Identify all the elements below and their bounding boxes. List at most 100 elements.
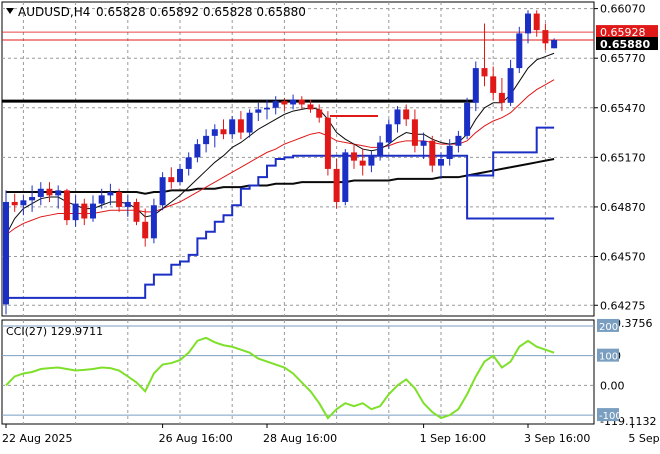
- cci-level-label: 200: [599, 322, 618, 333]
- candle-body: [264, 107, 270, 110]
- candle-body: [403, 109, 410, 120]
- candle: [533, 10, 540, 37]
- candle: [116, 188, 123, 212]
- candle-body: [20, 200, 27, 206]
- candle: [107, 183, 114, 206]
- candle-body: [255, 109, 262, 113]
- cci-panel-frame: [1, 319, 595, 425]
- candle: [394, 106, 401, 133]
- candle-body: [455, 135, 462, 146]
- time-tick-label: 22 Aug 2025: [2, 432, 72, 445]
- candle-body: [55, 190, 62, 196]
- support-step-line: [6, 154, 555, 299]
- candle: [290, 94, 297, 110]
- candle-body: [516, 33, 523, 69]
- time-tick-label: 1 Sep 16:00: [420, 432, 486, 445]
- candle-body: [150, 205, 157, 239]
- cci-level-badge: [597, 318, 619, 332]
- candle: [429, 135, 436, 173]
- time-tick-label: 3 Sep 16:00: [524, 432, 590, 445]
- candle: [525, 10, 531, 44]
- candle-body: [551, 40, 558, 49]
- candle-body: [11, 201, 18, 206]
- candle-body: [37, 188, 44, 198]
- candle-body: [29, 197, 36, 201]
- candle-body: [490, 76, 497, 93]
- candle-body: [220, 129, 227, 135]
- candle-body: [472, 68, 479, 103]
- candle-body: [385, 124, 392, 143]
- candle: [63, 188, 70, 226]
- candle: [481, 23, 488, 87]
- cci-grid: [2, 320, 594, 424]
- candle-body: [211, 129, 218, 136]
- candle-body: [394, 109, 401, 125]
- candle-body: [342, 152, 349, 202]
- candle-body: [411, 119, 418, 146]
- candle-body: [133, 201, 140, 222]
- candle-body: [203, 135, 210, 145]
- price-tick-label: 0.64275: [600, 299, 646, 312]
- mid-ema-line: [5, 79, 555, 236]
- price-tick-label: 0.64570: [600, 251, 646, 264]
- candle: [237, 111, 244, 140]
- cci-tick-label: 0.00: [600, 379, 625, 392]
- candle-body: [81, 203, 88, 219]
- candle: [342, 149, 349, 206]
- candle-body: [368, 155, 375, 166]
- upper-price-badge: [596, 25, 658, 39]
- candle: [420, 132, 427, 159]
- candle-body: [72, 203, 79, 221]
- candle: [551, 38, 558, 49]
- candle: [220, 119, 227, 140]
- fast-ema-line: [5, 52, 555, 236]
- candle-body: [290, 99, 297, 105]
- candle: [177, 163, 183, 186]
- candle: [194, 139, 201, 163]
- candle-body: [46, 188, 53, 196]
- candle-body: [281, 101, 288, 105]
- candle: [472, 61, 479, 112]
- candle-body: [63, 190, 70, 221]
- candle: [142, 208, 149, 247]
- cci-level-label: -100: [599, 411, 622, 422]
- candle: [211, 124, 218, 148]
- candle: [11, 193, 18, 212]
- cci-level-badge: [597, 408, 619, 422]
- candle: [46, 182, 53, 202]
- candle: [455, 130, 462, 153]
- candle: [98, 188, 105, 209]
- candle: [229, 116, 236, 140]
- upper-price-label: 0.65928: [600, 26, 646, 39]
- candle-body: [142, 221, 149, 239]
- candle: [81, 198, 88, 226]
- collapse-triangle-icon[interactable]: [6, 8, 14, 14]
- candle-body: [464, 102, 471, 136]
- candle-body: [481, 68, 488, 77]
- candle-series: [3, 10, 558, 315]
- ohlc-readout: 0.65828 0.65892 0.65828 0.65880: [96, 5, 306, 19]
- cci-level-badge: [597, 348, 619, 362]
- candle: [264, 99, 270, 120]
- price-tick-label: 0.64870: [600, 201, 646, 214]
- time-tick-label: 26 Aug 16:00: [159, 432, 233, 445]
- candle: [255, 102, 262, 121]
- candle: [498, 78, 505, 112]
- candle: [490, 66, 497, 100]
- candle-body: [107, 192, 114, 196]
- candle: [150, 198, 157, 244]
- candle-body: [377, 142, 384, 156]
- candle-body: [359, 160, 366, 166]
- candle: [124, 195, 131, 217]
- cci-level-label: 100: [599, 352, 618, 363]
- candle-body: [229, 119, 236, 135]
- candle-body: [237, 119, 244, 133]
- candle: [20, 195, 27, 216]
- candle: [359, 149, 366, 176]
- candle: [377, 135, 384, 161]
- candle: [351, 144, 357, 169]
- current-price-badge: [596, 37, 658, 51]
- candle-body: [298, 99, 305, 105]
- candle: [385, 119, 392, 150]
